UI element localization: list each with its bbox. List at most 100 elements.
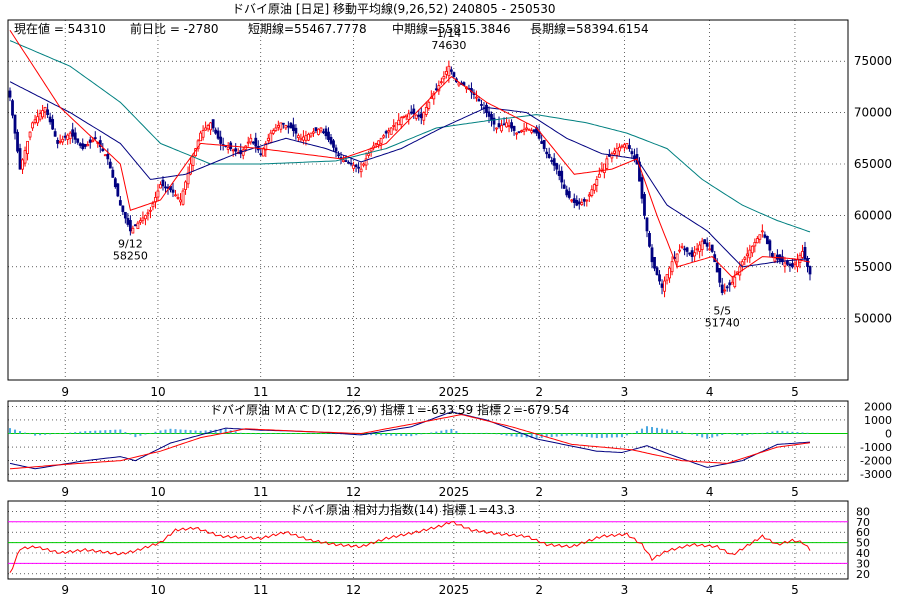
label-layer: 9 9 9 10 10 10 11 11 11 12 12 12 2025 2025 2025 2 2 2 3 3 3 4… bbox=[61, 27, 892, 597]
candle-body bbox=[602, 163, 606, 174]
candle-body bbox=[745, 253, 749, 257]
candle-body bbox=[141, 217, 145, 221]
macd-histogram-bar bbox=[269, 433, 272, 435]
macd-histogram-bar bbox=[671, 430, 674, 434]
candle-body bbox=[53, 131, 57, 137]
macd-histogram-bar bbox=[390, 433, 393, 436]
candle-body bbox=[653, 257, 656, 269]
macd-histogram-bar bbox=[570, 433, 573, 436]
candle-body bbox=[128, 220, 132, 232]
candle-body bbox=[806, 258, 809, 267]
macd-y-tick: -3000 bbox=[860, 468, 892, 481]
candle-body bbox=[572, 198, 576, 203]
candle-body bbox=[710, 244, 714, 252]
candle-body bbox=[618, 146, 621, 152]
candle-body bbox=[191, 155, 195, 166]
candle-body bbox=[457, 82, 461, 86]
rsi-line bbox=[9, 521, 811, 573]
candle-body bbox=[625, 143, 629, 149]
macd-histogram-bar bbox=[475, 432, 478, 434]
candle-body bbox=[590, 189, 594, 196]
candle-body bbox=[545, 151, 549, 155]
candle-body bbox=[156, 190, 160, 198]
candle-body bbox=[577, 201, 581, 205]
candle-body bbox=[78, 143, 82, 146]
candle-body bbox=[291, 124, 295, 131]
macd-histogram-bar bbox=[640, 428, 643, 434]
candle-body bbox=[249, 137, 253, 143]
x-tick-label-price: 2 bbox=[535, 385, 543, 399]
candle-body bbox=[81, 143, 85, 149]
candle-body bbox=[342, 159, 345, 163]
macd-histogram-bar bbox=[420, 433, 423, 435]
macd-title: ドバイ原油 ＭＡＣＤ(12,26,9) 指標１=-633.59 指標２=-679… bbox=[210, 402, 569, 417]
macd-histogram-bar bbox=[69, 432, 72, 434]
macd-histogram-bar bbox=[791, 431, 794, 434]
candle-body bbox=[384, 131, 388, 134]
macd-histogram-bar bbox=[9, 428, 11, 434]
macd-histogram-bar bbox=[440, 430, 443, 434]
candle-body bbox=[660, 283, 664, 288]
macd-histogram-bar bbox=[385, 433, 388, 436]
candle-body bbox=[144, 215, 147, 220]
candle-body bbox=[743, 257, 747, 260]
macd-histogram-bar bbox=[786, 431, 789, 434]
macd-histogram-bar bbox=[741, 433, 744, 436]
candle-body bbox=[750, 245, 754, 254]
macd-histogram-bar bbox=[635, 431, 638, 434]
candle-body bbox=[216, 130, 220, 139]
candle-body bbox=[91, 139, 95, 142]
candle-body bbox=[13, 114, 17, 134]
macd-histogram-bar bbox=[19, 431, 22, 434]
short-ma-value: 短期線=55467.7778 bbox=[248, 21, 367, 36]
candle-body bbox=[284, 125, 288, 129]
candle-body bbox=[798, 254, 802, 263]
macd-histogram-bar bbox=[104, 430, 107, 434]
x-tick-label-rsi: 10 bbox=[150, 583, 165, 597]
candle-body bbox=[73, 132, 77, 140]
macd-histogram-bar bbox=[530, 433, 533, 438]
macd-histogram-bar bbox=[234, 431, 237, 434]
macd-histogram-bar bbox=[736, 433, 739, 436]
candle-body bbox=[179, 199, 182, 203]
price-y-tick: 75000 bbox=[854, 54, 892, 68]
macd-histogram-bar bbox=[335, 433, 338, 435]
long-ma-value: 長期線=58394.6154 bbox=[530, 21, 649, 36]
macd-histogram-bar bbox=[761, 432, 764, 434]
macd-histogram-bar bbox=[29, 433, 32, 435]
macd-histogram-bar bbox=[480, 432, 483, 434]
candle-body bbox=[399, 117, 403, 126]
price-y-tick: 50000 bbox=[854, 311, 892, 325]
candle-body bbox=[314, 127, 318, 131]
candle-body bbox=[362, 163, 366, 166]
candle-body bbox=[655, 267, 659, 275]
candle-body bbox=[597, 173, 601, 178]
candle-body bbox=[783, 262, 787, 267]
candle-body bbox=[352, 164, 355, 169]
candle-body bbox=[733, 276, 737, 288]
macd-histogram-bar bbox=[184, 429, 187, 434]
macd-y-tick: 0 bbox=[885, 428, 892, 441]
candle-body bbox=[532, 129, 536, 133]
candle-body bbox=[580, 202, 584, 206]
candle-body bbox=[18, 148, 22, 170]
macd-histogram-bar bbox=[701, 433, 704, 438]
price-y-tick: 55000 bbox=[854, 260, 892, 274]
macd-histogram-bar bbox=[550, 433, 553, 438]
macd-histogram-bar bbox=[676, 430, 679, 434]
macd-histogram-bar bbox=[264, 433, 267, 435]
x-tick-label-price: 12 bbox=[346, 385, 361, 399]
macd-histogram-bar bbox=[645, 426, 648, 434]
candle-body bbox=[48, 116, 52, 123]
candle-body bbox=[505, 122, 508, 128]
price-y-tick: 70000 bbox=[854, 106, 892, 120]
x-tick-label-rsi: 12 bbox=[346, 583, 361, 597]
macd-histogram-bar bbox=[39, 433, 42, 436]
macd-histogram-bar bbox=[771, 431, 774, 434]
candle-body bbox=[803, 247, 807, 260]
candle-body bbox=[377, 140, 381, 145]
macd-histogram-bar bbox=[681, 431, 684, 434]
macd-histogram-bar bbox=[124, 432, 127, 434]
candle-body bbox=[765, 235, 769, 245]
x-tick-label-price: 4 bbox=[706, 385, 714, 399]
